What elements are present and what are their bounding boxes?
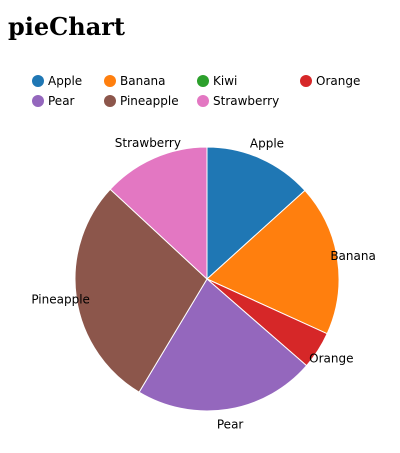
legend-item-pear[interactable]: Pear	[32, 92, 74, 110]
pie-slice-banana[interactable]	[206, 189, 340, 335]
legend-label: Kiwi	[213, 74, 238, 88]
legend-item-apple[interactable]: Apple	[32, 72, 82, 90]
slice-label-pineapple: Pineapple	[31, 292, 90, 306]
legend-swatch-icon	[32, 75, 44, 87]
legend-item-kiwi[interactable]: Kiwi	[197, 72, 237, 90]
page-title: pieChart	[8, 12, 125, 41]
slice-label-pear: Pear	[217, 418, 244, 432]
legend-label: Strawberry	[213, 94, 280, 108]
legend-item-orange[interactable]: Orange	[300, 72, 360, 90]
slice-label-orange: Orange	[309, 351, 353, 365]
legend-swatch-icon	[32, 95, 44, 107]
legend-swatch-icon	[197, 75, 209, 87]
legend-label: Pear	[48, 94, 75, 108]
pie-slice-strawberry[interactable]	[109, 146, 208, 281]
legend-swatch-icon	[197, 95, 209, 107]
legend-swatch-icon	[104, 75, 116, 87]
pie-chart: Apple Banana Orange Pear Pineapple Strawberry	[31, 136, 376, 432]
legend-item-strawberry[interactable]: Strawberry	[197, 92, 279, 110]
legend-swatch-icon	[104, 95, 116, 107]
legend-swatch-icon	[300, 75, 312, 87]
legend-item-pineapple[interactable]: Pineapple	[104, 92, 179, 110]
pie-slice-pear[interactable]	[138, 278, 308, 412]
legend-label: Orange	[316, 74, 361, 88]
legend-label: Apple	[48, 74, 83, 88]
chart-legend: Apple Banana Kiwi Orange Pear Pineapple …	[32, 72, 400, 112]
slice-label-apple: Apple	[250, 136, 284, 150]
legend-label: Pineapple	[120, 94, 179, 108]
legend-item-banana[interactable]: Banana	[104, 72, 166, 90]
pie-slice-apple[interactable]	[206, 146, 306, 281]
slice-label-strawberry: Strawberry	[115, 136, 181, 150]
pie-slice-pineapple[interactable]	[74, 188, 208, 393]
slice-label-banana: Banana	[330, 249, 376, 263]
legend-label: Banana	[120, 74, 166, 88]
